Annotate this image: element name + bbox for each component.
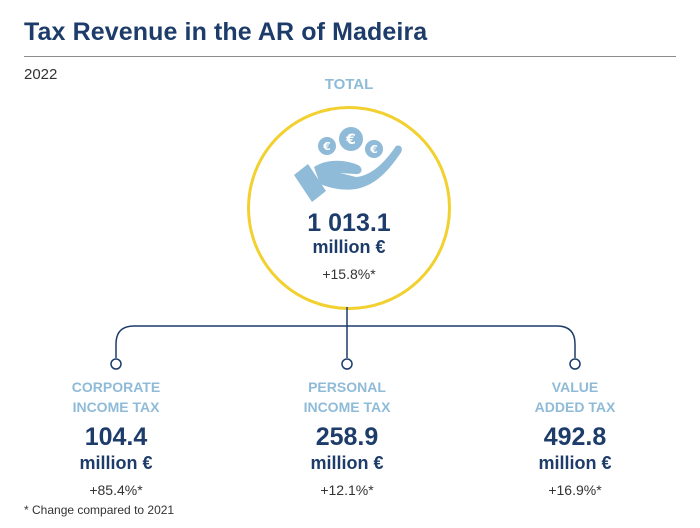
category-corporate-income-tax: CORPORATE INCOME TAX 104.4 million € +85… — [21, 377, 211, 498]
category-unit: million € — [538, 453, 612, 473]
category-unit: million € — [310, 453, 384, 473]
total-unit: million € — [312, 237, 386, 257]
category-unit: million € — [79, 453, 153, 473]
svg-text:€: € — [322, 140, 331, 153]
total-label: TOTAL — [324, 76, 374, 93]
year-label: 2022 — [24, 66, 58, 83]
category-label: VALUE ADDED TAX — [534, 379, 616, 415]
connector-node-corporate — [110, 358, 122, 370]
category-value: 104.4 — [84, 423, 148, 451]
page-title: Tax Revenue in the AR of Madeira — [24, 18, 428, 46]
footnote: * Change compared to 2021 — [24, 503, 175, 517]
svg-text:€: € — [369, 143, 378, 156]
svg-text:€: € — [345, 132, 356, 148]
category-label: PERSONAL INCOME TAX — [303, 379, 391, 415]
category-change: +85.4%* — [89, 482, 143, 498]
connector-node-vat — [569, 358, 581, 370]
category-value-added-tax: VALUE ADDED TAX 492.8 million € +16.9%* — [480, 377, 670, 498]
total-change: +15.8%* — [322, 266, 376, 282]
title-divider — [24, 56, 676, 57]
total-value: 1 013.1 — [307, 209, 391, 237]
category-value: 258.9 — [315, 423, 379, 451]
category-label: CORPORATE INCOME TAX — [71, 379, 161, 415]
hand-with-euro-coins-icon: € € € — [294, 125, 402, 202]
category-change: +12.1%* — [320, 482, 374, 498]
connector-node-personal — [341, 358, 353, 370]
category-value: 492.8 — [543, 423, 607, 451]
category-change: +16.9%* — [548, 482, 602, 498]
category-personal-income-tax: PERSONAL INCOME TAX 258.9 million € +12.… — [252, 377, 442, 498]
